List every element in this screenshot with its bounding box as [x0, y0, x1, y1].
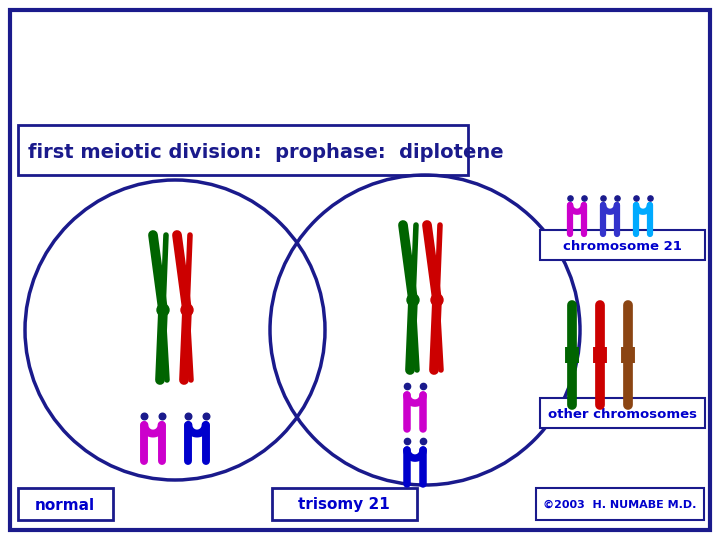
- Text: trisomy 21: trisomy 21: [298, 497, 390, 512]
- Text: normal: normal: [35, 497, 95, 512]
- Text: first meiotic division:  prophase:  diplotene: first meiotic division: prophase: diplot…: [28, 144, 503, 163]
- Bar: [536, 488, 704, 520]
- Bar: [272, 488, 417, 520]
- Bar: [540, 398, 705, 428]
- Text: ©2003  H. NUMABE M.D.: ©2003 H. NUMABE M.D.: [544, 500, 697, 510]
- Text: chromosome 21: chromosome 21: [562, 240, 681, 253]
- Circle shape: [407, 294, 419, 306]
- Bar: [18, 125, 468, 175]
- Circle shape: [157, 304, 169, 316]
- Circle shape: [181, 304, 193, 316]
- Bar: [540, 230, 705, 260]
- Text: other chromosomes: other chromosomes: [547, 408, 696, 421]
- Bar: [18, 488, 113, 520]
- Circle shape: [431, 294, 443, 306]
